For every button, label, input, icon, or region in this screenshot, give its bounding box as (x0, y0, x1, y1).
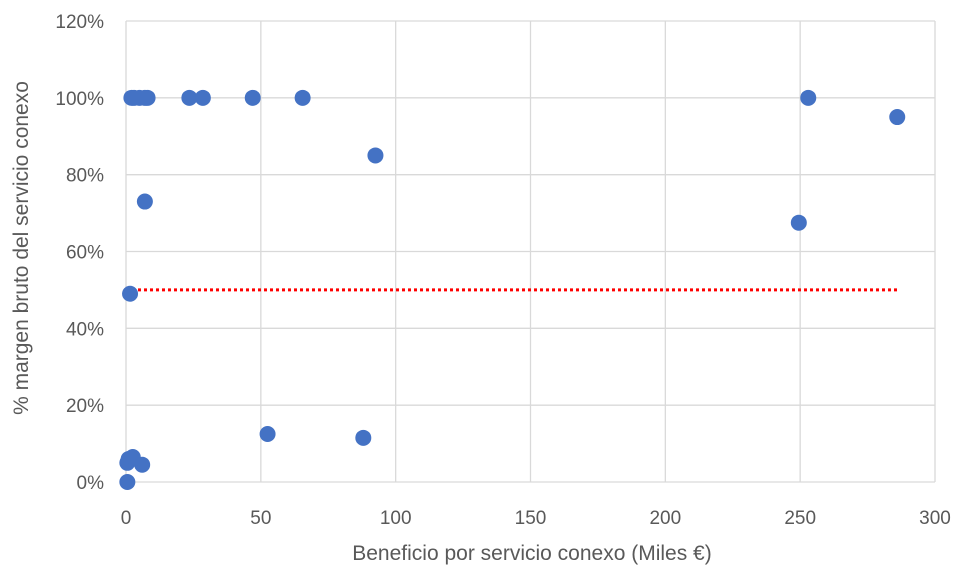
y-tick-label: 100% (55, 89, 104, 110)
x-tick-label: 250 (784, 508, 816, 529)
y-tick-label: 120% (55, 12, 104, 33)
data-point (194, 89, 211, 106)
data-point (355, 429, 372, 446)
tick-labels: 0% 20% 40% 60% 80% 100% 120% 0 50 100 150 200 250 300 (55, 12, 950, 529)
y-tick-label: 0% (77, 473, 105, 494)
data-point (136, 193, 153, 210)
data-point (181, 89, 198, 106)
data-point (800, 89, 817, 106)
y-tick-label: 60% (66, 243, 104, 264)
data-point (122, 285, 139, 302)
y-axis-title: % margen bruto del servicio conexo (10, 81, 33, 415)
y-tick-label: 40% (66, 319, 104, 340)
x-tick-label: 300 (919, 508, 951, 529)
x-tick-label: 0 (121, 508, 132, 529)
data-point (259, 425, 276, 442)
data-point (139, 89, 156, 106)
x-tick-label: 150 (515, 508, 547, 529)
data-point (119, 474, 136, 490)
grid (125, 20, 936, 483)
data-point (889, 109, 906, 126)
x-tick-label: 50 (250, 508, 271, 529)
data-point (367, 147, 384, 164)
y-tick-label: 80% (66, 166, 104, 187)
data-points (119, 89, 906, 490)
y-tick-label: 20% (66, 396, 104, 417)
data-point (244, 89, 261, 106)
data-point (134, 456, 151, 473)
x-tick-label: 100 (380, 508, 412, 529)
x-axis-title: Beneficio por servicio conexo (Miles €) (352, 542, 711, 565)
data-point (790, 214, 807, 231)
x-tick-label: 200 (649, 508, 681, 529)
data-point (294, 89, 311, 106)
